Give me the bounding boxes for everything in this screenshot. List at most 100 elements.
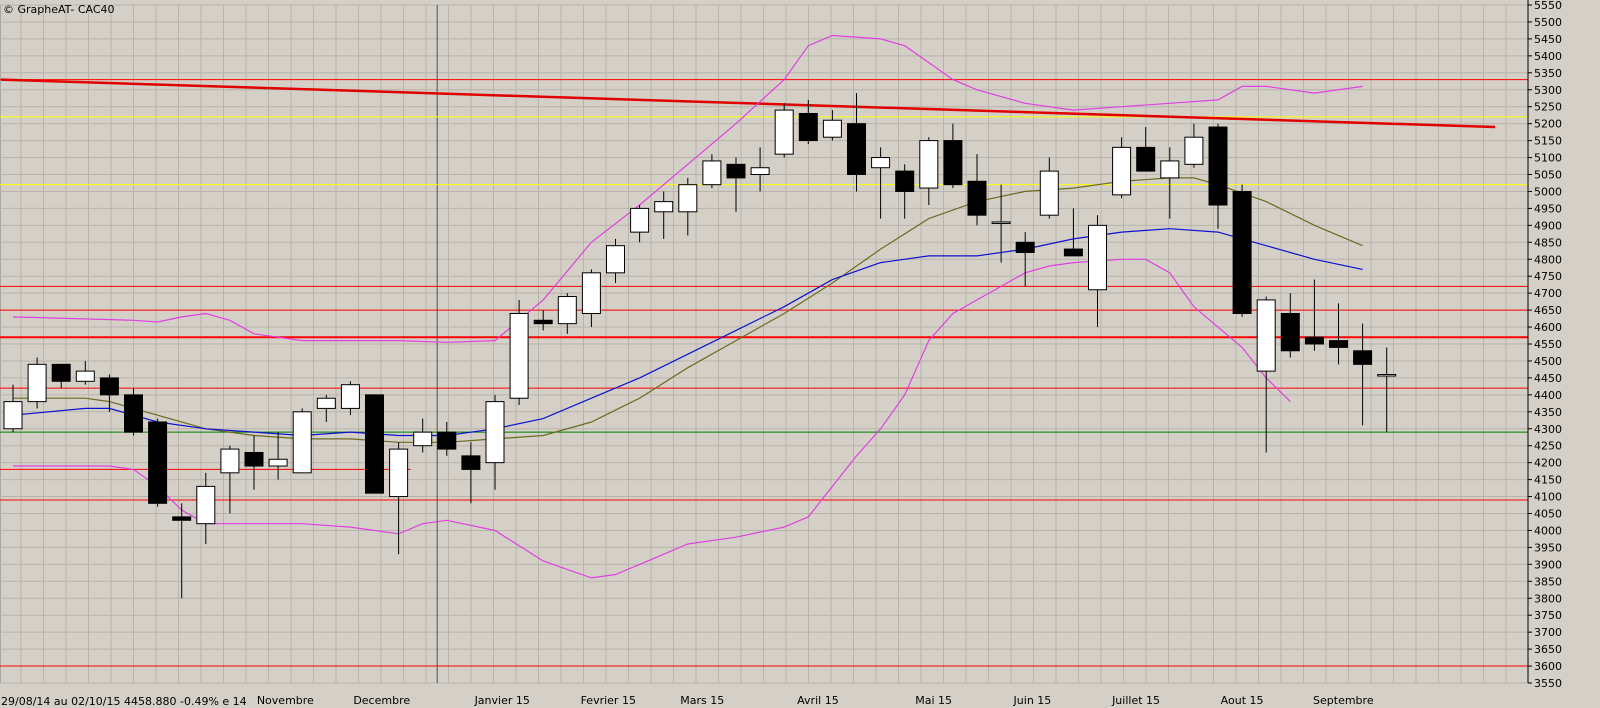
y-tick-label: 5550: [1534, 0, 1562, 12]
y-tick-label: 3850: [1534, 575, 1562, 588]
moving-average-short-line: [12, 228, 1363, 437]
candle: [268, 432, 288, 480]
x-tick-label: Avril 15: [797, 694, 839, 707]
candle: [389, 442, 409, 555]
candle: [606, 238, 625, 283]
x-axis: Novembre Decembre Janvier 15 Fevrier 15 Mars…: [257, 694, 1374, 707]
y-tick-label: 3950: [1534, 541, 1562, 554]
candle-body: [316, 397, 336, 409]
candle-body: [1088, 224, 1107, 291]
candle: [726, 157, 746, 212]
candle: [27, 357, 47, 409]
candle-body: [148, 421, 168, 504]
candle-body: [871, 157, 891, 169]
candle: [292, 408, 312, 474]
candle-body: [943, 140, 963, 186]
candle: [919, 137, 939, 206]
candle-body: [967, 180, 987, 216]
candle: [365, 394, 384, 494]
candle-body: [292, 411, 312, 474]
candle: [1208, 123, 1228, 229]
candle-body: [99, 377, 119, 396]
candle: [1039, 157, 1059, 219]
candle: [509, 299, 529, 406]
candle: [340, 381, 360, 416]
candle: [1256, 296, 1276, 453]
candle-body: [196, 485, 216, 525]
candle: [1112, 137, 1132, 199]
candle: [1232, 184, 1252, 317]
candle-body: [220, 448, 240, 474]
candle: [991, 184, 1011, 263]
chart-info: 29/08/14 au 02/10/15 4458.880 -0.49% e 1…: [1, 695, 247, 708]
candles: [3, 93, 1397, 599]
candle-body: [75, 370, 95, 382]
y-tick-label: 3750: [1534, 609, 1562, 622]
candle-body: [1136, 146, 1156, 172]
y-tick-label: 4650: [1534, 304, 1562, 317]
candle-body: [172, 516, 192, 521]
y-tick-label: 4700: [1534, 287, 1562, 300]
candle: [196, 472, 216, 545]
y-tick-label: 3650: [1534, 643, 1562, 656]
candle: [822, 110, 842, 141]
candle: [533, 310, 553, 331]
y-tick-label: 4950: [1534, 202, 1562, 215]
bollinger-lower-line: [13, 258, 1291, 579]
candle: [1184, 123, 1204, 168]
candle-body: [1353, 350, 1373, 365]
y-tick-label: 3900: [1534, 558, 1562, 571]
candle-body: [630, 207, 650, 233]
candle-body: [606, 245, 625, 274]
x-tick-label: Fevrier 15: [581, 694, 636, 707]
candle-body: [1063, 248, 1083, 257]
candle: [3, 384, 23, 433]
candle: [1160, 147, 1180, 219]
y-tick-label: 4850: [1534, 236, 1562, 249]
y-tick-label: 4350: [1534, 406, 1562, 419]
candle-body: [678, 184, 698, 213]
candle: [51, 363, 71, 389]
candle-body: [340, 384, 360, 409]
candle-body: [1184, 136, 1204, 165]
y-tick-label: 5050: [1534, 169, 1562, 182]
candle: [654, 191, 674, 239]
y-tick-label: 3600: [1534, 660, 1562, 673]
y-tick-label: 4250: [1534, 440, 1562, 453]
candle: [485, 394, 505, 490]
y-tick-label: 5250: [1534, 101, 1562, 114]
x-tick-label: Mars 15: [680, 694, 724, 707]
x-tick-label: Aout 15: [1221, 694, 1264, 707]
candle: [124, 388, 143, 436]
candle-body: [3, 401, 23, 430]
candle: [798, 99, 818, 144]
y-tick-label: 4100: [1534, 491, 1562, 504]
y-tick-label: 3550: [1534, 677, 1562, 690]
candle: [75, 360, 95, 385]
y-tick-label: 4900: [1534, 219, 1562, 232]
candle: [1304, 279, 1324, 351]
candle: [1280, 293, 1300, 358]
candle: [99, 374, 119, 412]
y-tick-label: 5350: [1534, 67, 1562, 80]
candle-body: [847, 123, 866, 175]
candle: [871, 147, 891, 219]
candle-body: [365, 394, 384, 494]
candle: [1088, 215, 1107, 328]
candle-body: [991, 221, 1011, 224]
candle: [557, 293, 577, 334]
y-tick-label: 4800: [1534, 253, 1562, 266]
x-tick-label: Novembre: [257, 694, 314, 707]
candle-body: [702, 160, 722, 186]
candle: [678, 177, 698, 236]
y-tick-label: 4200: [1534, 457, 1562, 470]
candle: [702, 154, 722, 189]
candle-body: [1039, 170, 1059, 216]
candle-body: [726, 163, 746, 179]
candle-body: [581, 272, 601, 314]
candle-body: [124, 394, 143, 433]
y-tick-label: 4550: [1534, 338, 1562, 351]
y-tick-label: 5500: [1534, 16, 1562, 29]
candle-body: [437, 431, 457, 450]
